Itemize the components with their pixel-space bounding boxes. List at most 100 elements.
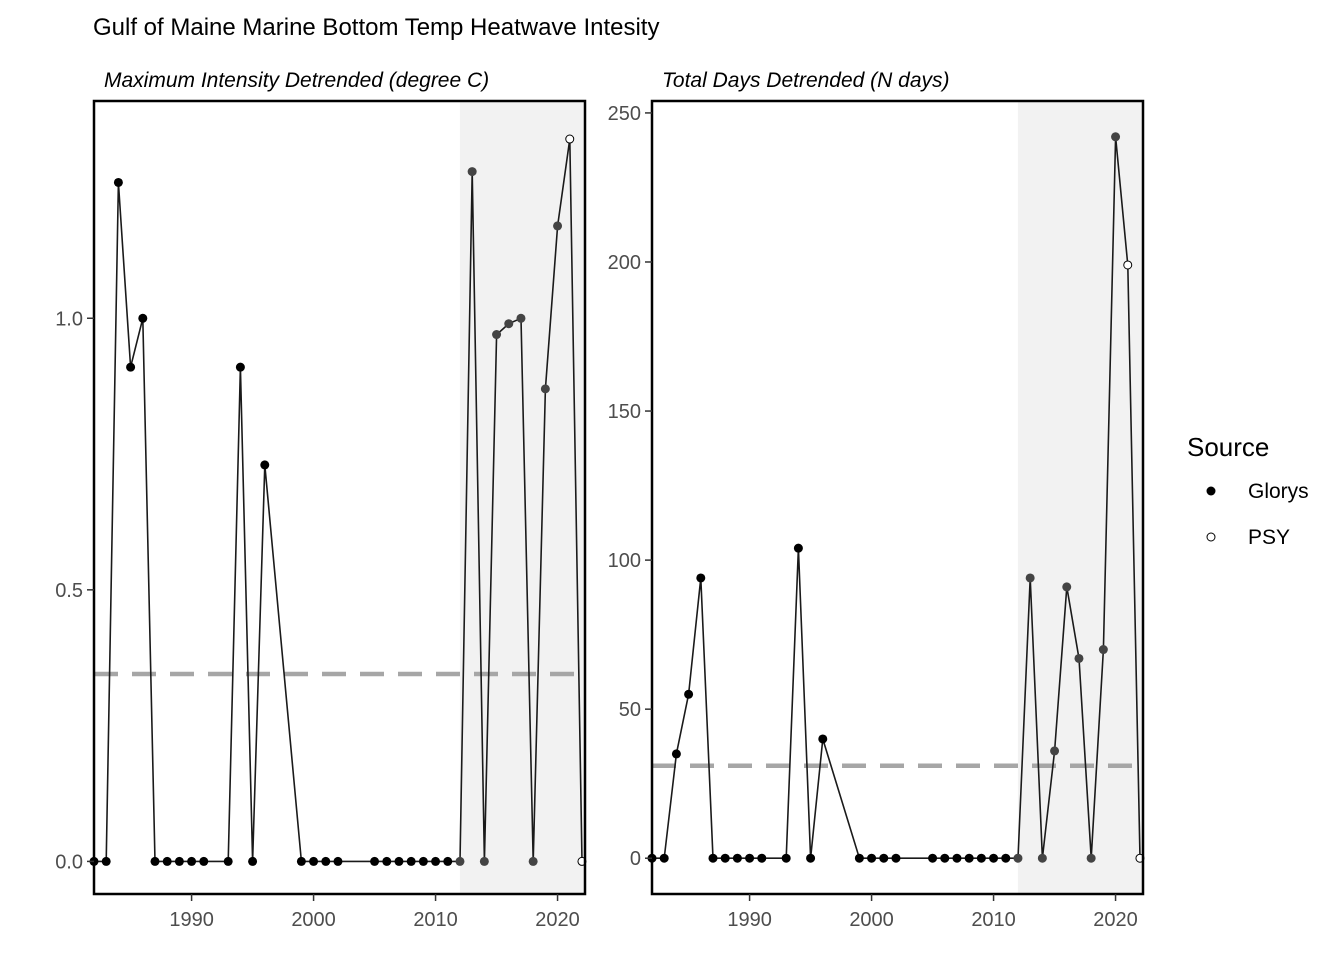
data-point-glorys: [684, 689, 694, 699]
panel-title: Total Days Detrended (N days): [662, 69, 950, 92]
data-point-glorys: [223, 856, 233, 866]
data-point-glorys: [138, 313, 148, 323]
data-point-glorys: [309, 856, 319, 866]
data-point-glorys: [150, 856, 160, 866]
data-point-glorys: [867, 853, 877, 863]
data-point-glorys: [467, 167, 477, 177]
x-tick-label: 2020: [535, 909, 580, 931]
data-point-glorys: [1025, 573, 1035, 583]
data-point-glorys: [101, 856, 111, 866]
data-point-glorys: [757, 853, 767, 863]
data-point-glorys: [818, 734, 828, 744]
data-point-glorys: [1037, 853, 1047, 863]
panel-title: Maximum Intensity Detrended (degree C): [104, 69, 489, 92]
y-tick-label: 0.5: [55, 580, 83, 602]
data-point-glorys: [1098, 645, 1108, 655]
data-point-glorys: [781, 853, 791, 863]
x-tick-label: 2010: [413, 909, 458, 931]
data-point-glorys: [671, 749, 681, 759]
data-point-glorys: [504, 319, 514, 329]
data-point-glorys: [406, 856, 416, 866]
data-point-glorys: [333, 856, 343, 866]
legend-label: Glorys: [1248, 480, 1309, 503]
data-point-glorys: [235, 362, 245, 372]
data-point-glorys: [113, 177, 123, 187]
y-tick-label: 200: [608, 252, 641, 274]
x-tick-label: 2020: [1093, 909, 1138, 931]
legend-title: Source: [1187, 432, 1269, 462]
chart-panel-1: Maximum Intensity Detrended (degree C) 0.…: [55, 69, 587, 931]
data-point-glorys: [321, 856, 331, 866]
data-point-glorys: [879, 853, 889, 863]
shaded-region: [459, 101, 585, 894]
panel-border: [650, 99, 1145, 896]
y-tick-label: 100: [608, 550, 641, 572]
data-point-glorys: [964, 853, 974, 863]
data-point-glorys: [1062, 582, 1072, 592]
data-point-glorys: [732, 853, 742, 863]
y-tick-label: 1.0: [55, 308, 83, 330]
legend-marker-glorys: [1206, 486, 1216, 496]
data-point-glorys: [1001, 853, 1011, 863]
data-point-glorys: [162, 856, 172, 866]
data-point-glorys: [540, 384, 550, 394]
data-point-glorys: [708, 853, 718, 863]
data-point-glorys: [382, 856, 392, 866]
data-point-psy: [565, 134, 575, 144]
data-point-glorys: [199, 856, 209, 866]
data-point-glorys: [516, 313, 526, 323]
data-point-glorys: [431, 856, 441, 866]
y-tick-label: 150: [608, 401, 641, 423]
data-point-glorys: [891, 853, 901, 863]
x-tick-label: 1990: [727, 909, 772, 931]
data-point-glorys: [696, 573, 706, 583]
data-point-glorys: [1013, 853, 1023, 863]
data-point-glorys: [1111, 132, 1121, 142]
data-point-glorys: [940, 853, 950, 863]
data-point-glorys: [1074, 653, 1084, 663]
x-tick-label: 1990: [169, 909, 214, 931]
data-point-glorys: [989, 853, 999, 863]
data-point-glorys: [174, 856, 184, 866]
panels: Maximum Intensity Detrended (degree C) 0.…: [55, 69, 1145, 931]
data-point-psy: [1123, 260, 1133, 270]
legend: Source Glorys PSY: [1187, 432, 1309, 549]
x-tick-label: 2000: [291, 909, 336, 931]
data-point-glorys: [260, 460, 270, 470]
y-tick-label: 250: [608, 103, 641, 125]
x-tick-label: 2000: [849, 909, 894, 931]
data-point-glorys: [479, 856, 489, 866]
data-point-glorys: [418, 856, 428, 866]
legend-label: PSY: [1248, 526, 1290, 549]
y-tick-label: 0.0: [55, 851, 83, 873]
data-point-glorys: [187, 856, 197, 866]
data-point-glorys: [928, 853, 938, 863]
data-point-glorys: [394, 856, 404, 866]
panel-border: [92, 99, 587, 896]
data-point-glorys: [248, 856, 258, 866]
data-point-glorys: [492, 330, 502, 340]
y-tick-label: 50: [619, 699, 641, 721]
chart-panel-2: Total Days Detrended (N days) 0 50 100 150 20…: [608, 69, 1145, 931]
data-point-glorys: [126, 362, 136, 372]
data-point-glorys: [1050, 746, 1060, 756]
data-point-glorys: [296, 856, 306, 866]
data-point-glorys: [854, 853, 864, 863]
data-point-glorys: [659, 853, 669, 863]
y-tick-label: 0: [630, 848, 641, 870]
data-point-glorys: [370, 856, 380, 866]
data-point-glorys: [806, 853, 816, 863]
data-point-glorys: [1086, 853, 1096, 863]
data-point-glorys: [976, 853, 986, 863]
legend-marker-psy: [1206, 532, 1216, 542]
data-point-glorys: [952, 853, 962, 863]
data-point-glorys: [745, 853, 755, 863]
data-point-glorys: [443, 856, 453, 866]
figure-title: Gulf of Maine Marine Bottom Temp Heatwav…: [93, 14, 659, 41]
data-point-glorys: [528, 856, 538, 866]
data-point-glorys: [553, 221, 563, 231]
data-point-glorys: [455, 856, 465, 866]
data-point-glorys: [793, 543, 803, 553]
